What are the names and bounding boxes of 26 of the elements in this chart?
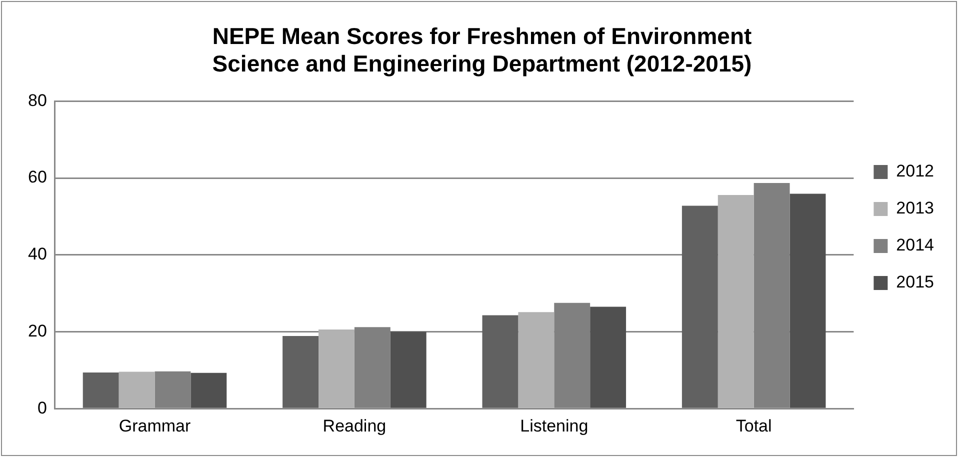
bar	[282, 336, 319, 408]
legend-label: 2013	[896, 198, 934, 218]
bar	[390, 332, 426, 408]
bar	[482, 315, 518, 408]
x-tick-label: Reading	[322, 416, 386, 436]
y-tick-label: 40	[28, 244, 47, 264]
y-tick-label: 80	[28, 90, 47, 110]
bar	[718, 194, 754, 408]
y-tick-label: 60	[28, 168, 47, 187]
bar	[82, 372, 119, 408]
legend-label: 2015	[896, 272, 934, 292]
bar	[518, 312, 554, 408]
x-tick-label: Grammar	[118, 416, 191, 436]
bar	[590, 306, 626, 408]
bar	[318, 329, 354, 408]
bar	[790, 194, 826, 408]
y-tick-label: 0	[37, 398, 47, 418]
chart-title: NEPE Mean Scores for Freshmen of Environment Science and Engineering Department (2012-2015)	[212, 23, 752, 77]
x-tick-label: Listening	[520, 416, 588, 436]
legend-label: 2012	[896, 162, 934, 181]
legend-label: 2014	[896, 236, 934, 255]
x-tick-label: Total	[736, 416, 772, 436]
bar	[118, 372, 155, 408]
bar	[190, 372, 227, 408]
y-tick-label: 20	[28, 321, 47, 340]
bar	[682, 206, 718, 408]
